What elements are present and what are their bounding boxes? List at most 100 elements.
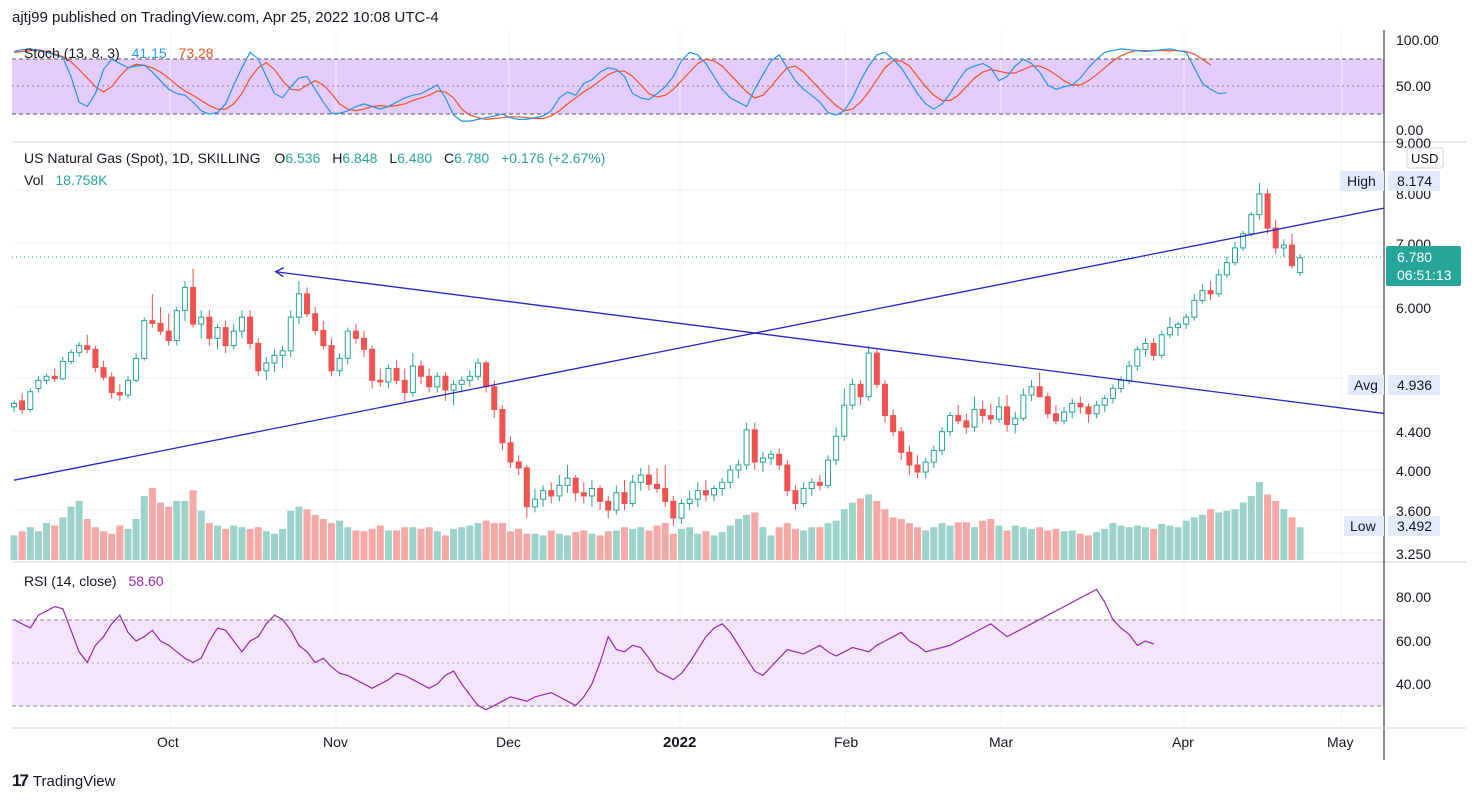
volume-bar — [800, 530, 808, 560]
volume-bar — [1068, 530, 1076, 560]
price-axis-3-6: 3.600 — [1396, 503, 1431, 519]
rsi-axis-40: 40.00 — [1396, 676, 1431, 692]
candle-body — [190, 286, 197, 325]
candle-body — [27, 391, 34, 410]
candle-body — [580, 492, 587, 497]
volume-bar — [905, 523, 913, 560]
candle-body — [1085, 406, 1092, 415]
volume-bar — [604, 531, 612, 560]
volume-bar — [889, 517, 897, 560]
candle-body — [377, 379, 384, 383]
volume-bar — [873, 500, 881, 560]
candle-body — [751, 429, 758, 463]
candle-body — [1280, 244, 1287, 249]
volume-bar — [100, 531, 108, 560]
rsi-legend[interactable]: RSI (14, close) 58.60 — [24, 573, 164, 589]
candle-body — [597, 488, 604, 502]
volume-bar — [1084, 535, 1092, 560]
volume-bar — [482, 520, 490, 560]
trendlines[interactable] — [13, 207, 1385, 481]
candle-body — [1272, 227, 1279, 249]
candle-body — [743, 429, 750, 466]
volume-bar — [230, 525, 238, 560]
volume-bar — [336, 520, 344, 560]
volume-bar — [897, 519, 905, 560]
candle-body — [43, 375, 50, 381]
candle-body — [1248, 214, 1255, 235]
volume-legend[interactable]: Vol 18.758K — [24, 172, 108, 188]
last-price-tag — [1386, 246, 1461, 286]
candle-body — [214, 327, 221, 339]
time-label-may: May — [1327, 734, 1353, 750]
candle-body — [890, 415, 897, 433]
candle-body — [230, 330, 237, 347]
trendline-falling — [275, 271, 1385, 415]
candle-body — [100, 367, 107, 378]
price-axis-4: 4.000 — [1396, 463, 1431, 479]
candle-body — [727, 469, 734, 483]
candle-body — [629, 481, 636, 505]
volume-bar — [26, 527, 34, 560]
candle-body — [841, 404, 848, 437]
price-axis-6: 6.000 — [1396, 300, 1431, 316]
volume-bar — [743, 514, 751, 560]
volume-bar — [124, 528, 132, 560]
candle-body — [711, 488, 718, 496]
candle-body — [922, 461, 929, 473]
volume-bar — [637, 527, 645, 560]
close-key: C — [444, 150, 454, 166]
volume-bar — [580, 530, 588, 560]
trendline-arrow-head — [274, 267, 284, 278]
volume-bar — [718, 532, 726, 560]
candle-body — [898, 431, 905, 453]
time-label-feb: Feb — [834, 734, 858, 750]
candle-body — [149, 320, 156, 324]
candle-body — [784, 464, 791, 492]
volume-bar — [1264, 494, 1272, 560]
volume-bar — [669, 533, 677, 560]
candle-body — [987, 415, 994, 420]
candle-body — [792, 490, 799, 505]
candle-body — [474, 362, 481, 377]
volume-bar — [1215, 512, 1223, 560]
candle-body — [825, 459, 831, 486]
candle-body — [92, 348, 99, 369]
volume-bar — [75, 500, 83, 560]
candle-body — [971, 408, 978, 428]
volume-bar — [653, 525, 661, 560]
candle-body — [613, 492, 620, 511]
volume-bar — [67, 506, 75, 560]
candle-body — [59, 360, 66, 380]
candle-body — [287, 316, 294, 352]
candle-body — [434, 375, 441, 388]
candle-body — [531, 498, 538, 508]
candle-body — [548, 490, 555, 497]
volume-bar — [181, 500, 189, 560]
candle-body — [442, 375, 449, 391]
volume-bar — [279, 528, 287, 560]
volume-bar — [555, 533, 563, 560]
candle-body — [304, 293, 311, 315]
volume-bar — [1255, 482, 1263, 560]
candle-body — [1020, 394, 1027, 419]
footer-brand[interactable]: 17 TradingView — [12, 771, 115, 791]
volume-bar — [498, 523, 506, 560]
candle-body — [67, 351, 74, 362]
volume-bar — [507, 531, 515, 560]
candle-body — [1134, 348, 1141, 367]
stoch-legend[interactable]: Stoch (13, 8, 3) 41.15 73.28 — [24, 45, 214, 61]
currency-box[interactable] — [1406, 147, 1444, 169]
high-value-bg — [1388, 171, 1440, 191]
stoch-axis-50: 50.00 — [1396, 78, 1431, 94]
candle-body — [409, 365, 416, 394]
volume-bars — [10, 482, 1304, 560]
candle-body — [1297, 257, 1304, 274]
candle-body — [369, 348, 376, 381]
candle-body — [873, 352, 880, 385]
bar-countdown: 06:51:13 — [1397, 267, 1452, 283]
main-legend[interactable]: US Natural Gas (Spot), 1D, SKILLING O6.5… — [24, 150, 605, 166]
low-tag-bg — [1344, 516, 1384, 536]
volume-bar — [425, 527, 433, 560]
volume-bar — [189, 490, 197, 560]
